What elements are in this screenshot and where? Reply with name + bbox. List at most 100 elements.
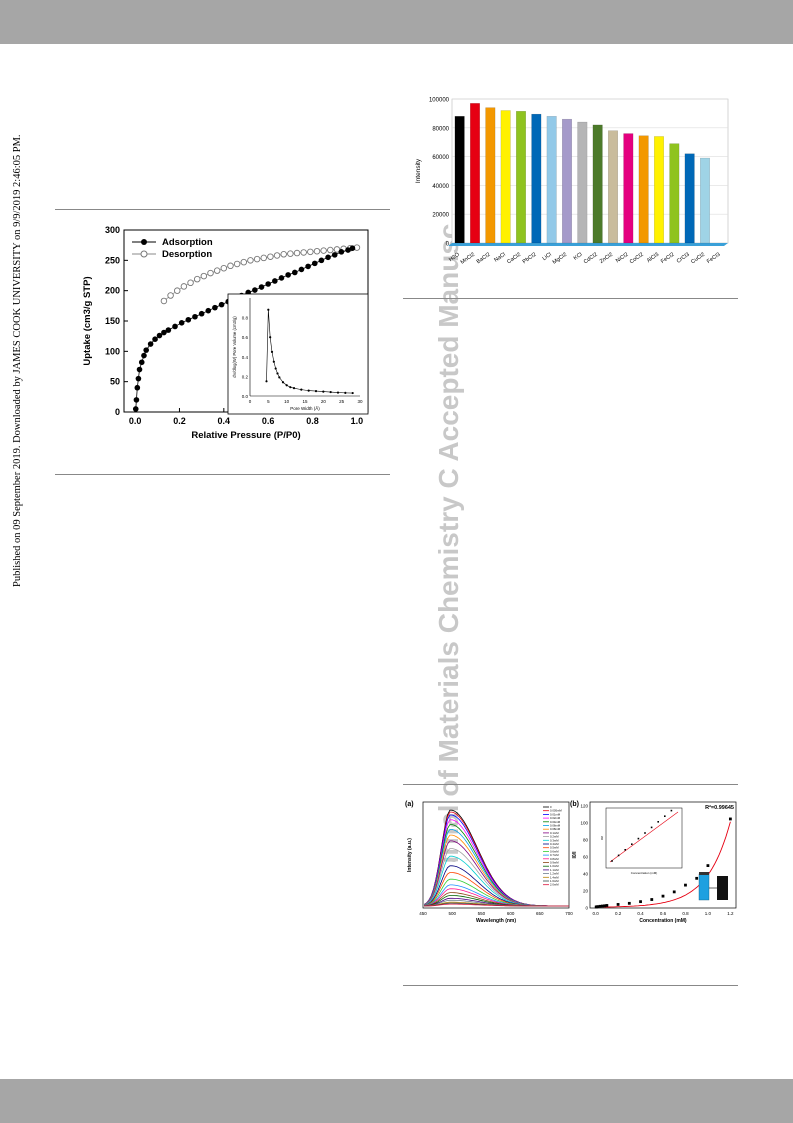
legend-entry: 0.005mM — [550, 809, 562, 813]
y-tick-label: 200 — [105, 286, 120, 296]
adsorption-point — [325, 254, 331, 261]
figure-rule — [403, 298, 738, 299]
x-tick-label: 0.6 — [660, 911, 667, 916]
plot-frame — [589, 801, 737, 909]
inset-x-tick-label: 5 — [267, 399, 270, 404]
selectivity-bar-chart: 020000400006000080000100000IntensityH2OM… — [415, 98, 729, 266]
legend-entry: 1.4mM — [550, 875, 559, 879]
desorption-point — [253, 255, 261, 263]
legend-entry: 1.6mM — [550, 879, 559, 883]
legend-entry: 0.2mM — [550, 835, 559, 839]
bar — [546, 116, 557, 244]
data-point — [672, 890, 676, 894]
adsorption-point — [349, 245, 356, 251]
y-tick-label: 120 — [580, 804, 588, 809]
desorption-point — [160, 297, 168, 305]
y-tick-label: 40000 — [432, 184, 449, 190]
r-squared-label: R²=0.99645 — [705, 804, 734, 811]
x-tick-label: PbCl2 — [522, 252, 538, 266]
bar — [485, 107, 496, 244]
x-tick-label: 0.2 — [173, 416, 186, 426]
bar — [654, 136, 664, 244]
x-tick-label: FeCl3 — [706, 252, 721, 265]
y-axis-label: Intensity (a.u.) — [407, 838, 413, 872]
legend-entry: 0.9mM — [550, 861, 559, 865]
adsorption-point — [132, 406, 139, 412]
inset-point — [351, 391, 354, 395]
inset-y-tick-label: 0.4 — [242, 355, 249, 360]
adsorption-point — [205, 307, 212, 314]
inset-point — [274, 367, 277, 370]
adsorption-point — [138, 359, 145, 366]
x-tick-label: 0.2 — [615, 911, 622, 916]
y-tick-label: 100 — [105, 346, 120, 356]
inset-point — [292, 387, 296, 390]
x-axis-label: Wavelength (nm) — [476, 918, 516, 924]
adsorption-point — [252, 287, 258, 293]
legend-entry: 0.06mM — [550, 824, 561, 828]
inset-point — [631, 843, 633, 845]
y-tick-label: 20 — [583, 889, 589, 894]
x-tick-label: FeCl2 — [660, 252, 675, 265]
legend-entry: 1.0mM — [550, 864, 559, 868]
inset-point — [336, 391, 340, 394]
adsorption-point — [161, 329, 167, 336]
x-tick-label: MnCl2 — [460, 252, 476, 266]
adsorption-point — [318, 257, 325, 264]
data-point — [600, 904, 604, 908]
vial-blue — [698, 873, 710, 901]
x-tick-label: 0.4 — [218, 416, 231, 426]
bar — [623, 133, 634, 244]
desorption-point — [280, 251, 287, 258]
inset-point — [344, 391, 347, 394]
adsorption-point — [178, 320, 185, 326]
inset-point — [650, 826, 653, 829]
legend-entry: 2.0mM — [550, 883, 559, 887]
adsorption-point — [345, 247, 351, 253]
desorption-point — [273, 252, 281, 259]
x-tick-label: 0.0 — [129, 416, 142, 426]
y-axis-label: I0/I — [572, 851, 578, 859]
x-tick-label: BaCl2 — [476, 252, 492, 266]
fluorescence-spectra-chart: (a) 450 500 550 600 650 700 Wavelength (nm) Inte… — [405, 801, 573, 924]
inset-point — [300, 388, 303, 391]
legend-entry: 0.6mM — [550, 849, 559, 853]
desorption-point — [260, 254, 267, 262]
adsorption-point — [147, 341, 154, 347]
bar — [700, 157, 710, 244]
inset-fit-line — [609, 811, 679, 863]
inset-y-tick-label: 0.6 — [242, 335, 249, 340]
inset-point — [267, 308, 270, 311]
adsorption-point — [311, 260, 318, 267]
isotherm-chart: 0.0 0.2 0.4 0.6 0.8 1.0050100150200250300Rela… — [82, 225, 369, 441]
legend-entry: 0.5mM — [550, 846, 559, 850]
inset-point — [664, 815, 666, 817]
adsorption-point — [258, 284, 265, 290]
x-tick-label: 550 — [478, 911, 486, 916]
y-tick-label: 0 — [115, 407, 120, 417]
y-tick-label: 0 — [446, 242, 450, 248]
x-tick-label: 1.0 — [351, 416, 364, 426]
legend-marker-adsorption — [141, 239, 147, 245]
inset-point — [265, 380, 268, 383]
inset-point — [657, 821, 659, 823]
desorption-point — [213, 267, 221, 274]
x-tick-label: AlCl3 — [646, 252, 660, 264]
legend-entry: 0 — [550, 805, 552, 809]
accepted-manuscript-watermark: Journal of Materials Chemistry C Accepte… — [426, 178, 466, 905]
bar — [531, 113, 542, 244]
x-tick-label: 0.0 — [592, 911, 599, 916]
desorption-point — [333, 246, 341, 253]
data-point — [616, 903, 620, 906]
inset-x-axis-label: Pore Width (Å) — [290, 405, 320, 411]
journal-header-bar — [0, 0, 793, 44]
fluorescence-spectra-figure: (a) 450 500 550 600 650 700 Wavelength (nm) Inte… — [403, 796, 573, 931]
legend-entry: 0.04mM — [550, 820, 561, 824]
data-point — [706, 864, 710, 867]
desorption-point — [287, 250, 294, 257]
y-tick-label: 300 — [105, 225, 120, 235]
x-tick-label: 0.8 — [306, 416, 319, 426]
legend-entry: 0.7mM — [550, 853, 559, 857]
desorption-point — [167, 292, 174, 299]
inset-x-tick-label: 20 — [321, 399, 327, 404]
